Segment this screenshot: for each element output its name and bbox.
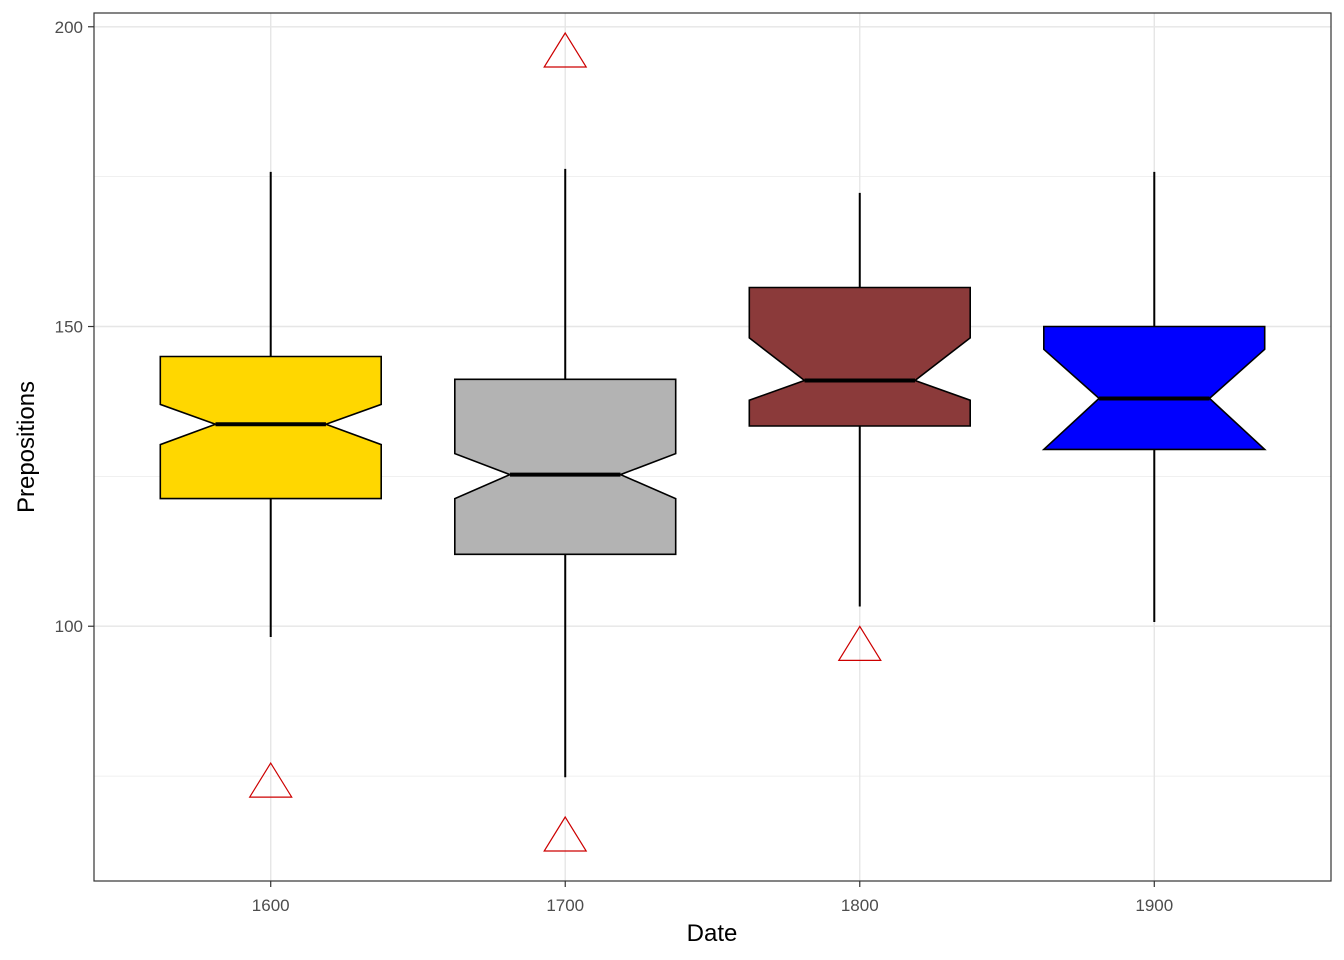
x-tick-label: 1900 bbox=[1135, 896, 1173, 915]
x-axis-title: Date bbox=[687, 920, 738, 947]
outlier-point bbox=[248, 761, 293, 798]
x-tick-label: 1600 bbox=[252, 896, 290, 915]
outliers-layer bbox=[248, 31, 882, 852]
outlier-point bbox=[837, 625, 882, 662]
y-tick-label: 100 bbox=[55, 617, 83, 636]
y-axis: 100 150 200 bbox=[55, 18, 94, 636]
box-1900 bbox=[1041, 325, 1267, 451]
y-tick-label: 150 bbox=[55, 318, 83, 337]
box-1800 bbox=[748, 286, 972, 427]
y-tick-label: 200 bbox=[55, 18, 83, 37]
plot-panel-border bbox=[93, 12, 1332, 882]
box-1700 bbox=[453, 378, 677, 556]
x-tick-label: 1700 bbox=[546, 896, 584, 915]
boxes-layer bbox=[159, 168, 1267, 778]
outlier-point bbox=[543, 31, 588, 68]
outlier-point bbox=[543, 815, 588, 852]
y-axis-title: Prepositions bbox=[13, 381, 40, 513]
x-axis: 1600 1700 1800 1900 bbox=[252, 881, 1173, 915]
box-1600 bbox=[159, 355, 383, 500]
x-tick-label: 1800 bbox=[841, 896, 879, 915]
